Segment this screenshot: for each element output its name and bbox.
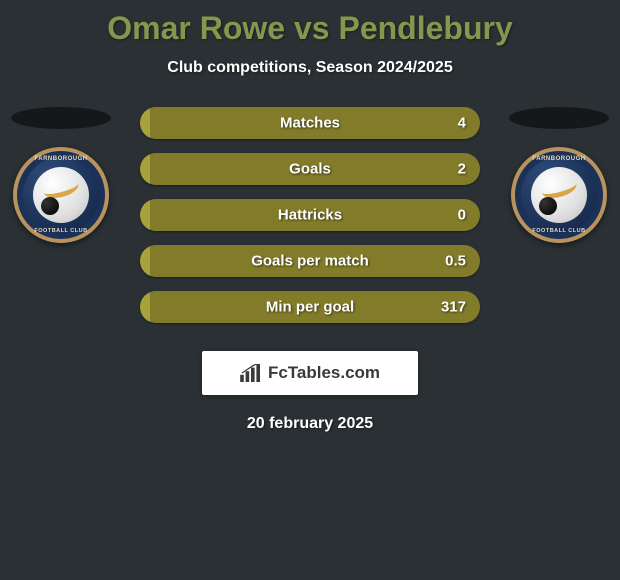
stat-label: Matches — [280, 115, 340, 132]
avatar-shadow — [509, 107, 609, 129]
branding-text: FcTables.com — [268, 363, 380, 383]
crest-ball-icon — [41, 197, 59, 215]
stat-label: Min per goal — [266, 299, 354, 316]
stat-bar: Matches 4 — [140, 107, 480, 139]
stat-bar-left-fill — [140, 245, 150, 277]
stat-value: 0 — [458, 207, 466, 224]
player-left-badge: FARNBOROUGH FOOTBALL CLUB — [6, 107, 116, 243]
date-label: 20 february 2025 — [0, 415, 620, 433]
subtitle: Club competitions, Season 2024/2025 — [0, 59, 620, 77]
branding-box: FcTables.com — [202, 351, 418, 395]
stat-value: 4 — [458, 115, 466, 132]
stats-bars: Matches 4 Goals 2 Hattricks 0 Goals per match 0… — [140, 107, 480, 323]
bar-chart-icon — [240, 364, 262, 382]
crest-ball-icon — [539, 197, 557, 215]
stat-bar: Min per goal 317 — [140, 291, 480, 323]
stat-label: Goals per match — [251, 253, 369, 270]
club-crest-left: FARNBOROUGH FOOTBALL CLUB — [13, 147, 109, 243]
stat-value: 2 — [458, 161, 466, 178]
stat-bar-left-fill — [140, 199, 150, 231]
player-right-badge: FARNBOROUGH FOOTBALL CLUB — [504, 107, 614, 243]
stat-value: 0.5 — [445, 253, 466, 270]
crest-text-bottom: FOOTBALL CLUB — [515, 228, 603, 234]
comparison-panel: FARNBOROUGH FOOTBALL CLUB FARNBOROUGH FO… — [0, 107, 620, 433]
page-title: Omar Rowe vs Pendlebury — [0, 0, 620, 47]
crest-text-top: FARNBOROUGH — [515, 156, 603, 162]
avatar-shadow — [11, 107, 111, 129]
stat-label: Goals — [289, 161, 331, 178]
stat-bar: Goals per match 0.5 — [140, 245, 480, 277]
club-crest-right: FARNBOROUGH FOOTBALL CLUB — [511, 147, 607, 243]
stat-bar: Hattricks 0 — [140, 199, 480, 231]
stat-value: 317 — [441, 299, 466, 316]
stat-bar: Goals 2 — [140, 153, 480, 185]
crest-inner — [33, 167, 89, 223]
stat-bar-left-fill — [140, 153, 150, 185]
stat-bar-left-fill — [140, 107, 150, 139]
stat-label: Hattricks — [278, 207, 342, 224]
crest-text-bottom: FOOTBALL CLUB — [17, 228, 105, 234]
crest-text-top: FARNBOROUGH — [17, 156, 105, 162]
crest-inner — [531, 167, 587, 223]
stat-bar-left-fill — [140, 291, 150, 323]
